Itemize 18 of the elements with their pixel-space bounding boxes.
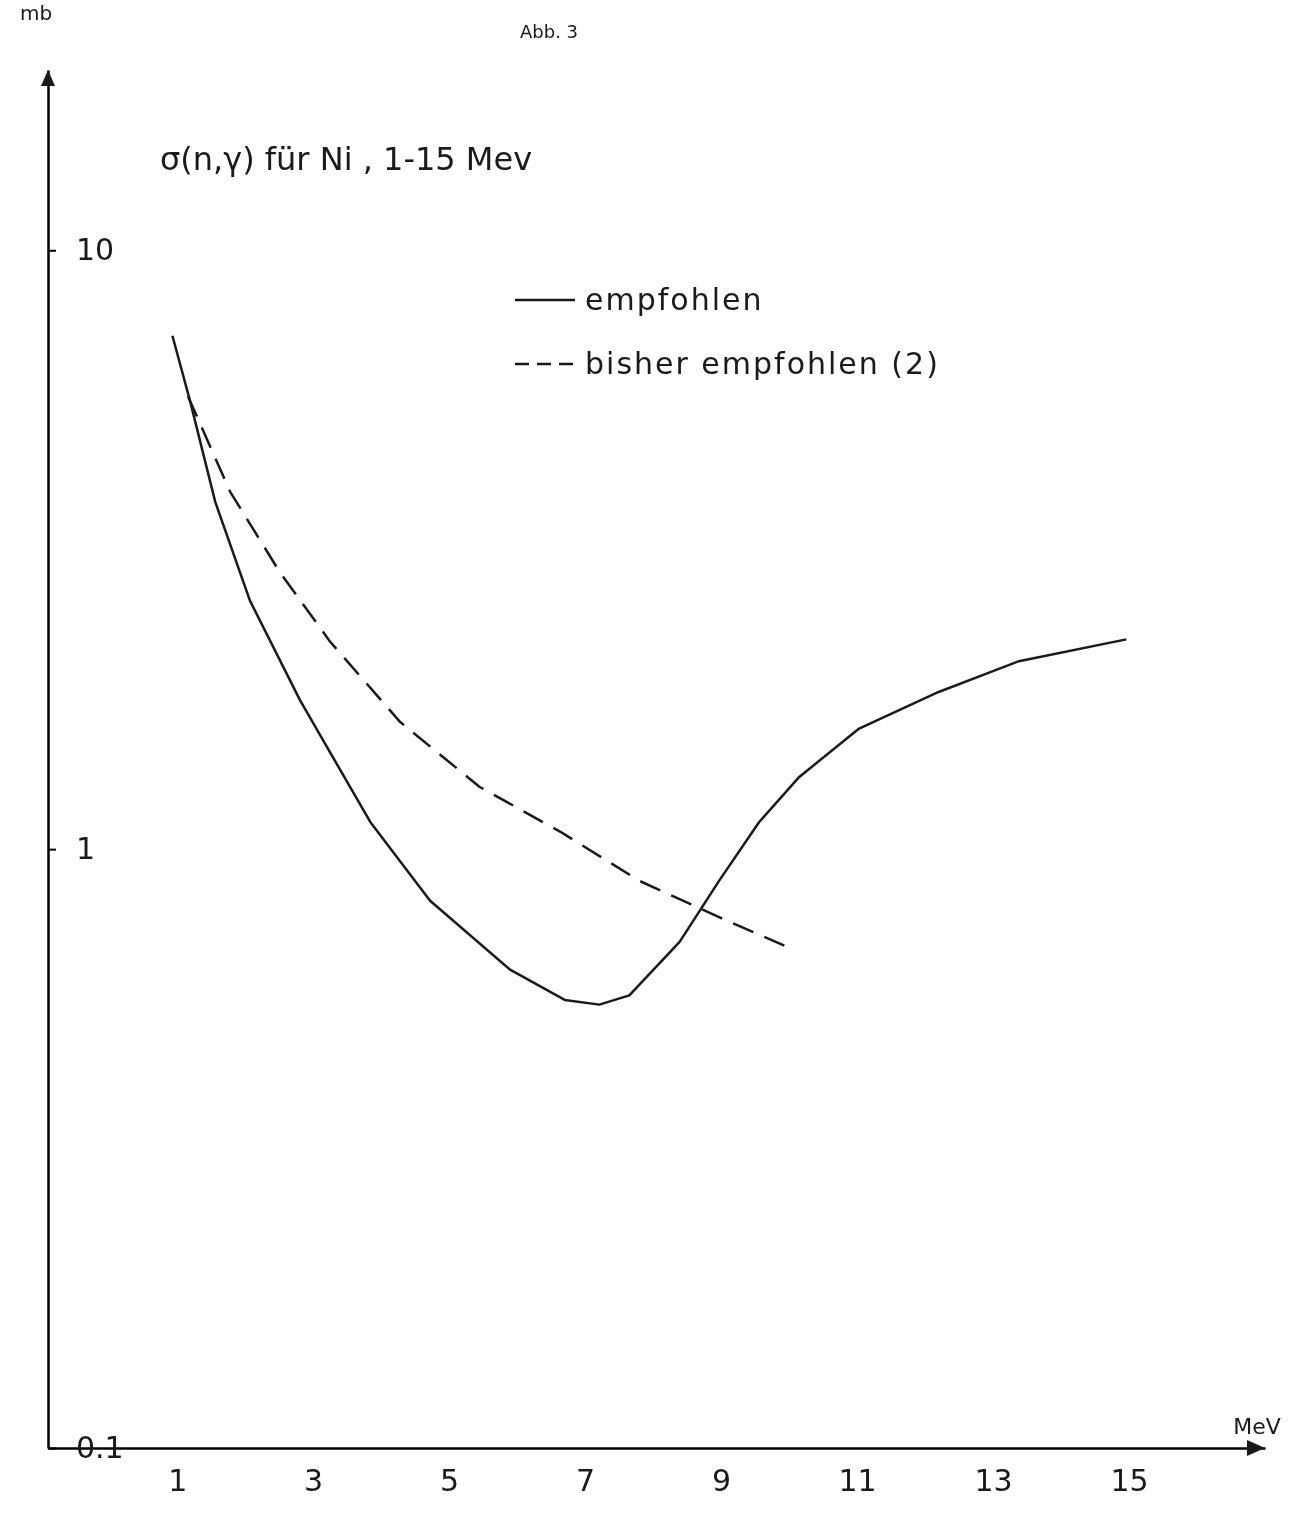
x-tick-label: 5	[440, 1463, 460, 1499]
y-axis-title: mb	[20, 1, 53, 25]
text: σ(n,γ) für Ni , 1-15 Mev	[160, 140, 533, 178]
line-series	[186, 395, 786, 947]
x-tick-label: 1	[168, 1463, 188, 1499]
x-tick-label: 3	[304, 1463, 324, 1499]
y-tick-label: 10	[76, 232, 115, 268]
caption: Abb. 3	[520, 21, 579, 42]
x-axis-title: MeV	[1233, 1414, 1281, 1439]
y-tick-label: 1	[76, 831, 96, 867]
line-series	[171, 334, 1128, 1006]
legend-label: bisher empfohlen (2)	[585, 346, 940, 381]
legend-label: empfohlen	[585, 282, 764, 317]
x-tick-label: 9	[712, 1463, 732, 1499]
x-tick-label: 13	[974, 1463, 1013, 1499]
x-tick-label: 11	[838, 1463, 877, 1499]
x-tick-label: 15	[1110, 1463, 1149, 1499]
x-tick-label: 7	[576, 1463, 596, 1499]
